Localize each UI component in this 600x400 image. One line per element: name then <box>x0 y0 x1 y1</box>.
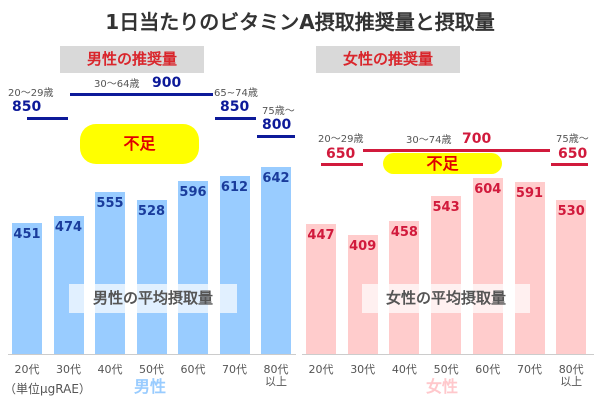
bar <box>514 182 545 354</box>
recommended-age-label: 30～64歳 <box>94 79 140 90</box>
shortfall-badge: 不足 <box>383 153 502 174</box>
bar-value-label: 528 <box>137 204 166 220</box>
category-label: 40代 <box>97 363 123 376</box>
bar-value-label: 604 <box>474 182 502 198</box>
recommended-line <box>363 149 550 152</box>
bar-value-label: 543 <box>432 199 460 215</box>
category-label: 30代 <box>56 363 81 376</box>
bar-value-label: 612 <box>220 179 249 195</box>
bar-value-label: 409 <box>349 238 377 254</box>
category-label: 30代 <box>350 363 376 376</box>
male-label: 男性 <box>134 377 167 396</box>
category-label: 80代 以上 <box>558 363 584 388</box>
bar <box>219 175 250 354</box>
recommended-line <box>70 93 213 96</box>
bar-value-label: 451 <box>13 226 41 242</box>
recommended-age-label: 75歳～ <box>262 106 295 117</box>
female-header: 女性の推奨量 <box>316 46 460 73</box>
category-label: 60代 <box>180 363 206 376</box>
category-label: 20代 <box>14 363 40 376</box>
bar-value-label: 555 <box>96 196 124 212</box>
bar-value-label: 458 <box>390 224 418 240</box>
recommended-age-label: 30～74歳 <box>406 135 452 146</box>
recommended-line <box>321 163 363 166</box>
bar-value-label: 447 <box>307 227 335 243</box>
category-label: 50代 <box>433 363 459 376</box>
category-label: 80代 以上 <box>263 363 289 388</box>
bar <box>556 199 587 354</box>
bar <box>95 192 125 354</box>
recommended-line <box>27 117 68 120</box>
recommended-value: 800 <box>262 117 292 133</box>
avg-intake-label: 女性の平均摂取量 <box>362 284 530 313</box>
category-label: 20代 <box>308 363 334 376</box>
bar <box>472 178 503 354</box>
bar-value-label: 474 <box>54 220 83 236</box>
recommended-value: 850 <box>220 99 250 115</box>
chart-title: 1日当たりのビタミンA摂取推奨量と摂取量 <box>105 10 495 34</box>
male-header: 男性の推奨量 <box>60 46 204 73</box>
recommended-value: 900 <box>152 75 182 91</box>
recommended-age-label: 20～29歳 <box>8 88 54 99</box>
category-label: 60代 <box>475 363 501 376</box>
bar-value-label: 591 <box>515 186 544 202</box>
recommended-age-label: 75歳～ <box>556 134 589 145</box>
recommended-age-label: 65~74歳 <box>214 88 258 99</box>
recommended-line <box>257 135 295 138</box>
avg-intake-label: 男性の平均摂取量 <box>69 284 237 313</box>
baseline <box>8 354 296 355</box>
bar <box>178 180 208 354</box>
category-label: 40代 <box>391 363 417 376</box>
bar-value-label: 530 <box>557 203 585 219</box>
recommended-value: 700 <box>462 131 492 147</box>
female-label: 女性 <box>426 377 459 396</box>
bar <box>136 200 167 354</box>
bar-value-label: 596 <box>179 184 207 200</box>
bar <box>261 167 291 354</box>
recommended-value: 850 <box>12 99 42 115</box>
category-label: 70代 <box>517 363 542 376</box>
recommended-value: 650 <box>326 146 356 162</box>
bar-value-label: 642 <box>262 171 290 187</box>
recommended-line <box>215 117 256 120</box>
bar <box>431 195 462 354</box>
recommended-value: 650 <box>558 146 588 162</box>
bar <box>306 223 336 354</box>
recommended-age-label: 20～29歳 <box>318 134 364 145</box>
baseline <box>302 354 594 355</box>
shortfall-badge: 不足 <box>80 124 199 164</box>
recommended-line <box>551 163 588 166</box>
category-label: 50代 <box>139 363 164 376</box>
unit-label: （単位μgRAE） <box>4 382 91 396</box>
bar <box>12 222 42 354</box>
category-label: 70代 <box>222 363 247 376</box>
